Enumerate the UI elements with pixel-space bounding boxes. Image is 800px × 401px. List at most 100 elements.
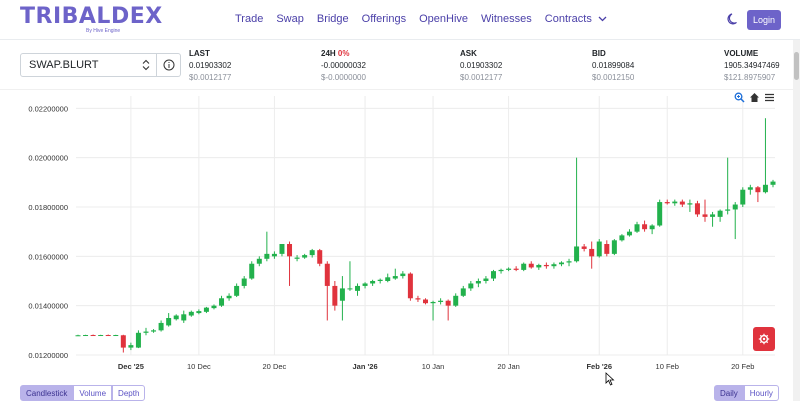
stat-ask-label: ASK <box>460 49 477 58</box>
stat-24h-pct: 0% <box>337 49 350 58</box>
candle-body <box>596 241 602 257</box>
candle-body <box>581 246 587 249</box>
stat-ask-value: 0.01903302 <box>460 61 503 70</box>
candle-body <box>241 278 247 286</box>
candlestick-tab[interactable]: Candlestick <box>20 385 74 401</box>
logo-subtitle: By Hive Engine <box>86 28 121 34</box>
candle-body <box>120 335 126 348</box>
stat-24h-label: 24H <box>321 49 336 58</box>
candle-body <box>423 299 428 304</box>
volume-tab[interactable]: Volume <box>73 385 113 401</box>
x-tick-label: 10 Feb <box>656 362 679 371</box>
nav-offerings[interactable]: Offerings <box>361 13 407 25</box>
stat-24h-usd: $-0.0000000 <box>321 73 366 82</box>
candle-body <box>135 332 141 348</box>
candle-body <box>536 264 542 268</box>
x-tick-label: 20 Dec <box>263 362 287 371</box>
candle-body <box>672 201 678 204</box>
candle-body <box>256 258 262 264</box>
candle-body <box>574 246 580 262</box>
candle-body <box>355 285 361 291</box>
candle-body <box>498 269 504 272</box>
candle-body <box>309 250 315 256</box>
zoom-icon[interactable] <box>734 92 745 103</box>
stat-volume-value: 1905.34947469 <box>724 61 780 70</box>
depth-tab[interactable]: Depth <box>112 385 146 401</box>
chart-settings-button[interactable] <box>753 327 775 351</box>
candle-body <box>725 209 731 211</box>
candle-body <box>370 281 376 284</box>
candle-body <box>407 273 413 299</box>
stat-ask: ASK 0.01903302 $0.0012177 <box>460 48 502 84</box>
candle-body <box>83 335 89 337</box>
candle-body <box>642 224 648 230</box>
candle-body <box>657 202 663 226</box>
moon-icon[interactable] <box>727 12 741 26</box>
candle-body <box>468 283 474 289</box>
stat-last-usd: $0.0012177 <box>189 73 232 82</box>
nav-contracts-dropdown[interactable]: Contracts <box>545 13 607 25</box>
hourly-tab[interactable]: Hourly <box>743 385 779 401</box>
daily-tab[interactable]: Daily <box>714 385 744 401</box>
candle-body <box>445 300 451 306</box>
candle-body <box>143 331 149 333</box>
stat-ask-usd: $0.0012177 <box>460 73 503 82</box>
info-button[interactable] <box>157 53 181 77</box>
candle-body <box>362 283 368 286</box>
stat-last-label: LAST <box>189 49 210 58</box>
menu-icon[interactable] <box>764 92 775 103</box>
candle-body <box>279 244 285 254</box>
candle-body <box>166 318 172 326</box>
x-tick-label: 10 Jan <box>422 362 445 371</box>
nav-swap[interactable]: Swap <box>276 13 304 25</box>
candle-body <box>747 187 753 190</box>
x-tick-label: Dec '25 <box>118 362 144 371</box>
x-tick-label: 10 Dec <box>187 362 211 371</box>
stat-volume-label: VOLUME <box>724 49 759 58</box>
stat-last: LAST 0.01903302 $0.0012177 <box>189 48 231 84</box>
x-tick-label: Jan '26 <box>352 362 377 371</box>
pair-select[interactable]: SWAP.BLURT <box>20 53 157 77</box>
candle-body <box>181 314 187 321</box>
y-tick-label: 0.01400000 <box>28 302 68 311</box>
nav-openhive[interactable]: OpenHive <box>419 13 469 25</box>
candle-body <box>219 298 225 306</box>
nav-contracts-label: Contracts <box>544 13 592 25</box>
nav-trade[interactable]: Trade <box>235 13 264 25</box>
candle-body <box>188 311 194 316</box>
candle-body <box>679 201 685 205</box>
candle-body <box>626 231 632 236</box>
candle-body <box>113 335 119 337</box>
stat-bid-value: 0.01899084 <box>592 61 635 70</box>
candle-body <box>490 271 496 279</box>
nav-links: Trade Swap Bridge Offerings OpenHive Wit… <box>235 13 620 25</box>
candle-body <box>453 295 459 306</box>
logo[interactable]: TRIBALDEX By Hive Engine <box>20 6 163 35</box>
candle-body <box>732 204 738 210</box>
stat-24h-label-row: 24H 0% <box>321 48 366 60</box>
candlestick-chart[interactable]: 0.01200000 0.01400000 0.01600000 0.01800000… <box>0 90 793 380</box>
candle-body <box>611 240 617 254</box>
chart-type-group: Candlestick Volume Depth <box>20 385 146 401</box>
nav-witnesses[interactable]: Witnesses <box>481 13 532 25</box>
login-button[interactable]: Login <box>747 10 781 30</box>
interval-group: Daily Hourly <box>714 385 779 401</box>
candle-body <box>203 307 209 312</box>
candle-body <box>762 184 768 193</box>
candle-body <box>483 278 489 281</box>
candle-body <box>694 203 700 215</box>
candle-body <box>551 264 557 267</box>
home-icon[interactable] <box>749 92 760 103</box>
scrollbar-track[interactable] <box>793 40 800 401</box>
candle-body <box>294 257 300 259</box>
y-tick-label: 0.01800000 <box>28 203 68 212</box>
candle-body <box>75 335 81 337</box>
chevron-down-icon <box>598 16 607 22</box>
mouse-cursor-icon <box>605 372 615 386</box>
chart-area[interactable]: 0.01200000 0.01400000 0.01600000 0.01800000… <box>0 89 793 379</box>
candle-body <box>226 295 232 299</box>
candle-body <box>385 277 391 281</box>
nav-bridge[interactable]: Bridge <box>316 13 349 25</box>
candle-body <box>566 261 572 263</box>
scrollbar-thumb[interactable] <box>794 52 799 80</box>
